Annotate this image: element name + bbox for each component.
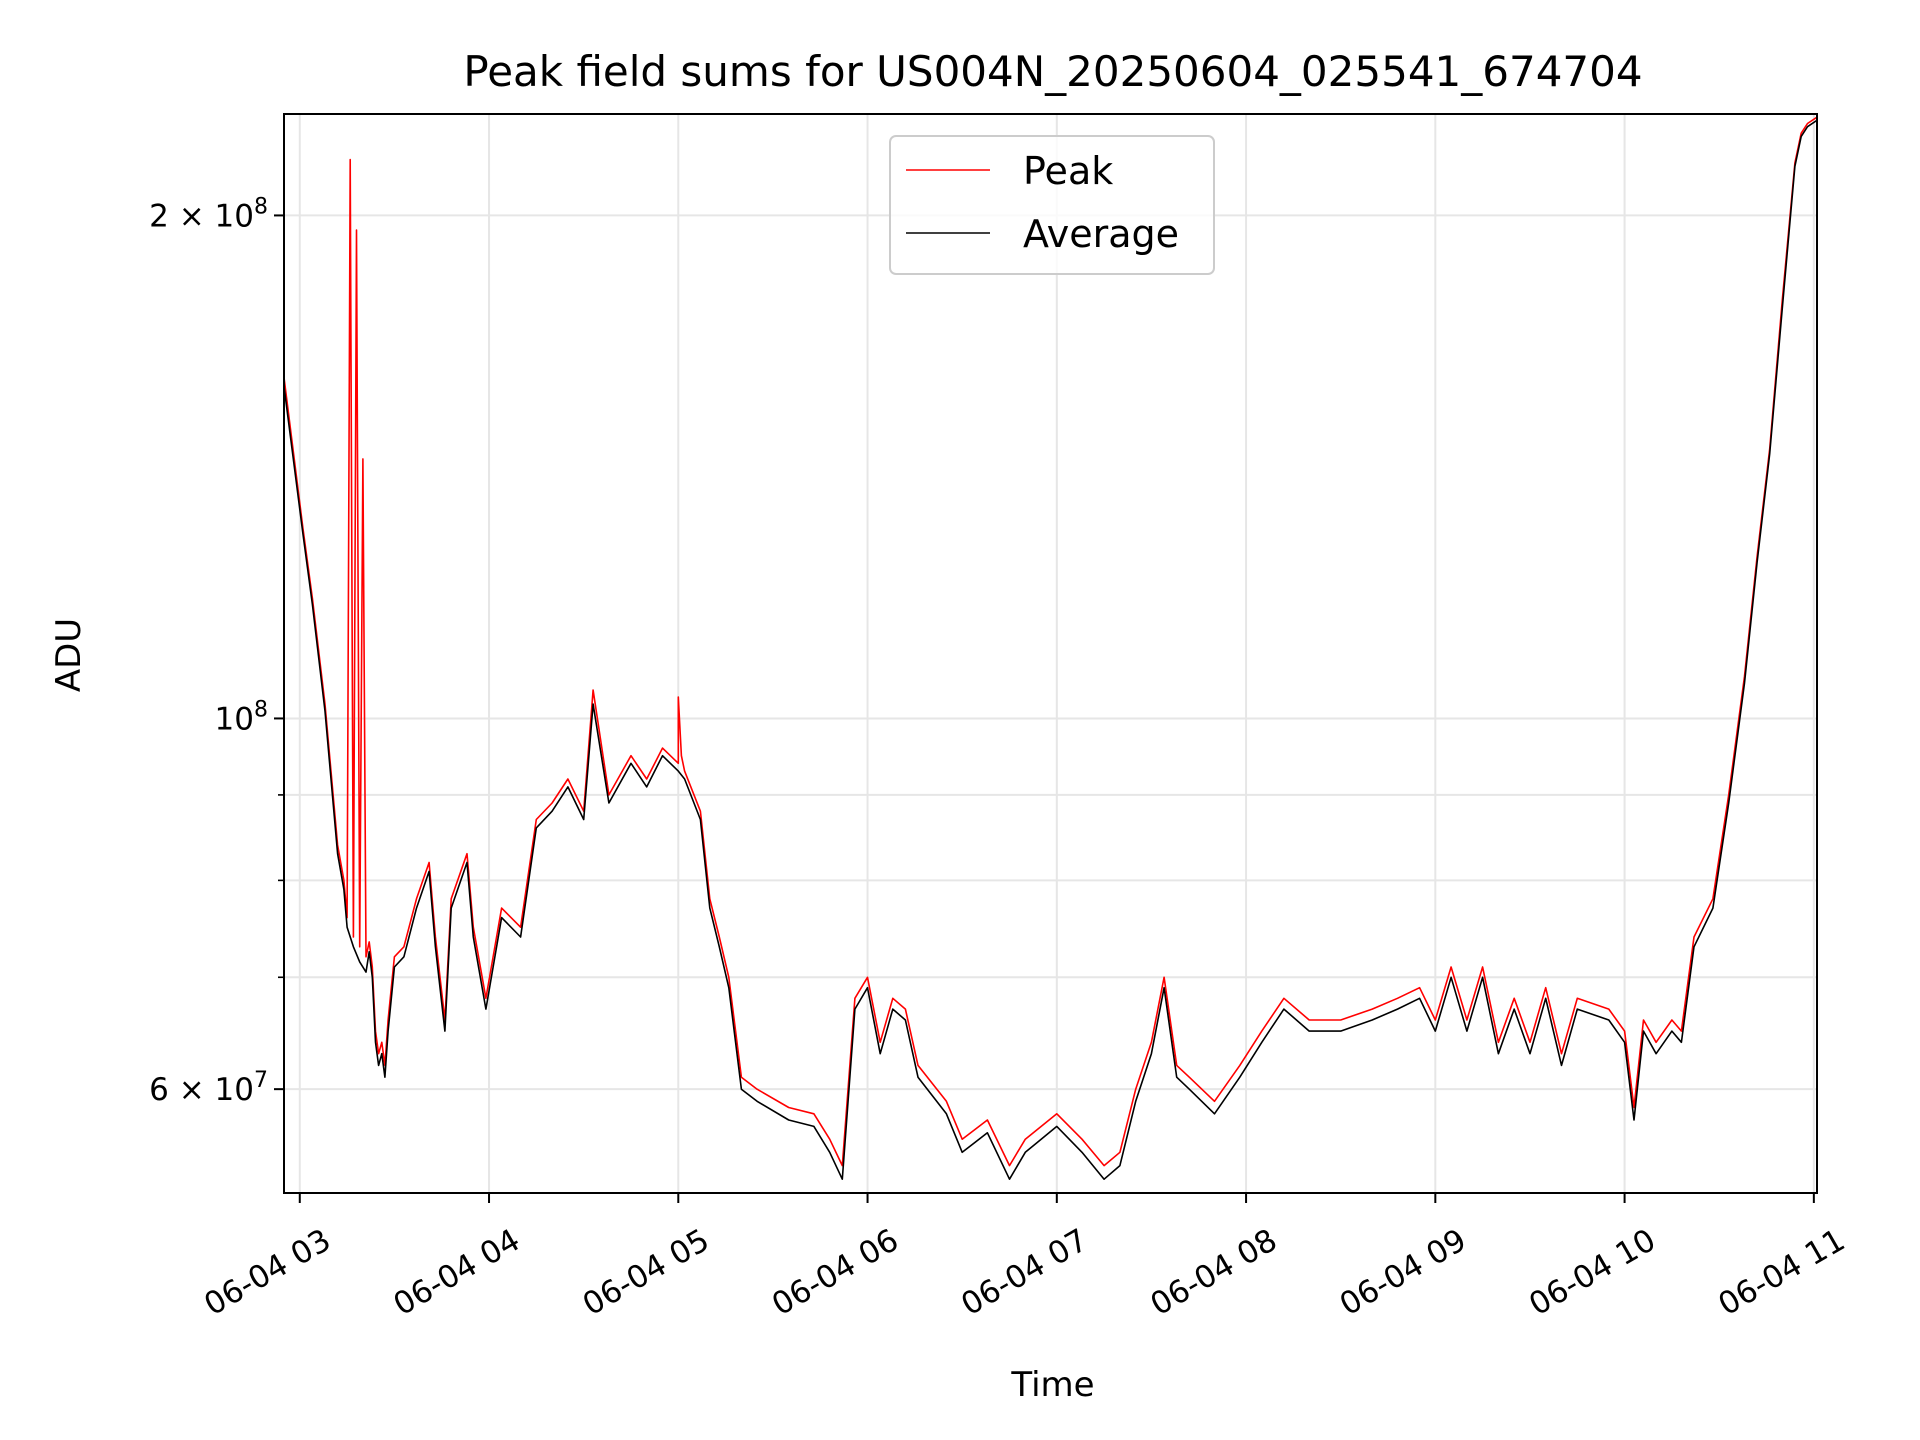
- legend: Peak Average: [889, 135, 1215, 275]
- x-tick-label: 06-04 11: [1712, 1222, 1851, 1323]
- y-tick-label: 108: [215, 697, 268, 737]
- x-axis-label: Time: [1010, 1365, 1094, 1405]
- x-tick-label: 06-04 07: [955, 1222, 1094, 1323]
- x-tick-label: 06-04 03: [198, 1222, 337, 1323]
- legend-label-peak: Peak: [1023, 149, 1113, 193]
- plot-frame: [283, 113, 1818, 1194]
- chart-title: Peak field sums for US004N_20250604_0255…: [463, 47, 1642, 96]
- x-tick-label: 06-04 10: [1523, 1222, 1662, 1323]
- x-tick-label: 06-04 09: [1334, 1222, 1473, 1323]
- grid-lines: [284, 114, 1817, 1193]
- plot-series: [284, 116, 1817, 1180]
- x-tick-label: 06-04 08: [1145, 1222, 1284, 1323]
- legend-label-average: Average: [1023, 212, 1179, 256]
- series-line-average: [284, 119, 1817, 1180]
- x-tick-label: 06-04 04: [388, 1222, 527, 1323]
- x-tick-label: 06-04 06: [766, 1222, 905, 1323]
- y-tick-label: 2 × 108: [149, 194, 268, 234]
- y-axis-label: ADU: [49, 618, 89, 692]
- y-tick-label: 6 × 107: [149, 1068, 268, 1108]
- x-tick-label: 06-04 05: [577, 1222, 716, 1323]
- axis-ticks: 06-04 03 06-04 04 06-04 05 06-04 06 06-04 07…: [149, 194, 1851, 1323]
